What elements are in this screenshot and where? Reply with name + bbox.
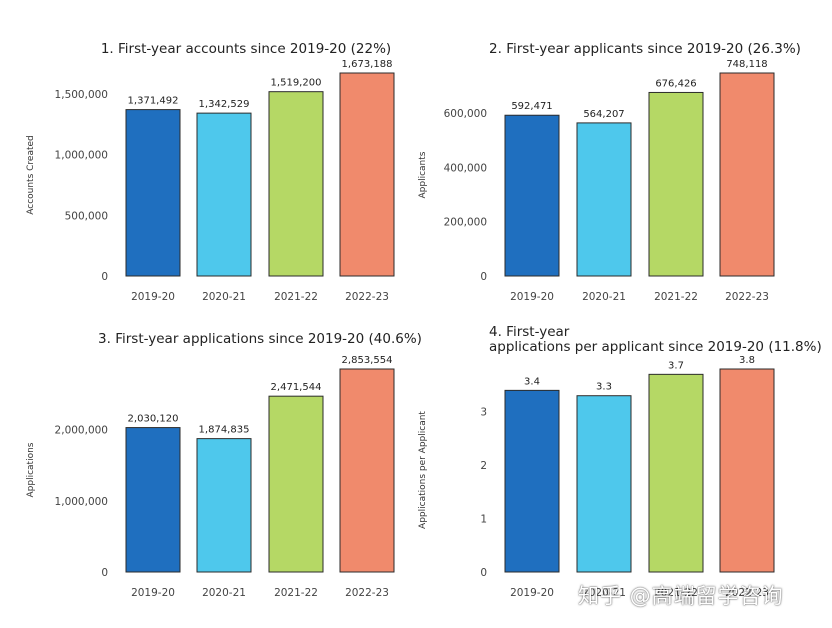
bar-2020-21: [196, 438, 252, 573]
chart-panel-1: 1. First-year accounts since 2019-20 (22…: [26, 41, 395, 303]
x-tick-label: 2022-23: [725, 587, 769, 599]
chart-title: 3. First-year applications since 2019-20…: [98, 331, 422, 347]
x-tick-label: 2020-21: [202, 587, 246, 599]
y-tick-label: 400,000: [444, 162, 487, 174]
y-tick-label: 0: [480, 567, 487, 579]
bar-2019-20: [125, 427, 181, 573]
y-tick-label: 1,000,000: [55, 150, 108, 162]
data-label: 1,874,835: [199, 425, 250, 436]
bar-2021-22: [268, 91, 324, 277]
bar-2021-22: [268, 395, 324, 573]
data-label: 1,673,188: [342, 59, 393, 70]
x-tick-label: 2021-22: [274, 587, 318, 599]
data-label: 676,426: [655, 78, 696, 89]
y-axis-label: Accounts Created: [26, 135, 36, 215]
data-label: 3.8: [739, 355, 755, 366]
y-tick-label: 0: [101, 271, 108, 283]
bar-2022-23: [339, 368, 395, 573]
x-tick-label: 2019-20: [510, 587, 554, 599]
bar-2022-23: [719, 368, 775, 573]
bar-2020-21: [196, 112, 252, 277]
x-tick-label: 2020-21: [582, 587, 626, 599]
data-label: 1,371,492: [128, 96, 179, 107]
watermark-text: 知乎 @高端留学咨询: [578, 584, 784, 608]
bar-2022-23: [719, 72, 775, 277]
bar-2019-20: [504, 389, 560, 573]
y-axis-label: Applications per Applicant: [418, 411, 428, 529]
data-label: 1,342,529: [199, 99, 250, 110]
x-tick-label: 2019-20: [510, 291, 554, 303]
data-label: 3.7: [668, 360, 684, 371]
y-tick-label: 600,000: [444, 108, 487, 120]
data-label: 2,471,544: [271, 382, 322, 393]
chart-title-line-2: applications per applicant since 2019-20…: [489, 339, 822, 355]
y-tick-label: 1,500,000: [55, 89, 108, 101]
data-label: 1,519,200: [271, 78, 322, 89]
chart-title-line-1: 4. First-year: [489, 324, 570, 340]
x-tick-label: 2022-23: [345, 587, 389, 599]
y-tick-label: 200,000: [444, 217, 487, 229]
bar-2022-23: [339, 72, 395, 277]
y-tick-label: 1: [480, 514, 487, 526]
x-tick-label: 2019-20: [131, 587, 175, 599]
x-tick-label: 2020-21: [202, 291, 246, 303]
data-label: 2,030,120: [128, 414, 179, 425]
x-tick-label: 2021-22: [654, 587, 698, 599]
data-label: 592,471: [511, 101, 552, 112]
x-tick-label: 2021-22: [274, 291, 318, 303]
x-tick-label: 2019-20: [131, 291, 175, 303]
bar-2020-21: [576, 122, 632, 277]
y-tick-label: 0: [101, 567, 108, 579]
y-tick-label: 0: [480, 271, 487, 283]
x-tick-label: 2020-21: [582, 291, 626, 303]
bar-2019-20: [504, 114, 560, 277]
chart-title: 1. First-year accounts since 2019-20 (22…: [101, 41, 391, 57]
chart-panel-2: 2. First-year applicants since 2019-20 (…: [418, 41, 801, 303]
chart-panel-3: 3. First-year applications since 2019-20…: [26, 331, 422, 599]
x-tick-label: 2022-23: [345, 291, 389, 303]
bar-2019-20: [125, 109, 181, 277]
bar-2021-22: [648, 373, 704, 573]
data-label: 3.3: [596, 382, 612, 393]
y-tick-label: 2,000,000: [55, 425, 108, 437]
y-tick-label: 2: [480, 460, 487, 472]
data-label: 2,853,554: [342, 355, 393, 366]
y-axis-label: Applications: [26, 442, 36, 497]
data-label: 564,207: [583, 109, 624, 120]
y-tick-label: 500,000: [65, 210, 108, 222]
data-label: 3.4: [524, 376, 540, 387]
x-tick-label: 2022-23: [725, 291, 769, 303]
y-tick-label: 3: [480, 407, 487, 419]
y-axis-label: Applicants: [418, 151, 428, 198]
data-label: 748,118: [726, 59, 767, 70]
bar-2020-21: [576, 395, 632, 573]
x-tick-label: 2021-22: [654, 291, 698, 303]
bar-2021-22: [648, 91, 704, 277]
y-tick-label: 1,000,000: [55, 496, 108, 508]
chart-title: 2. First-year applicants since 2019-20 (…: [489, 41, 801, 57]
